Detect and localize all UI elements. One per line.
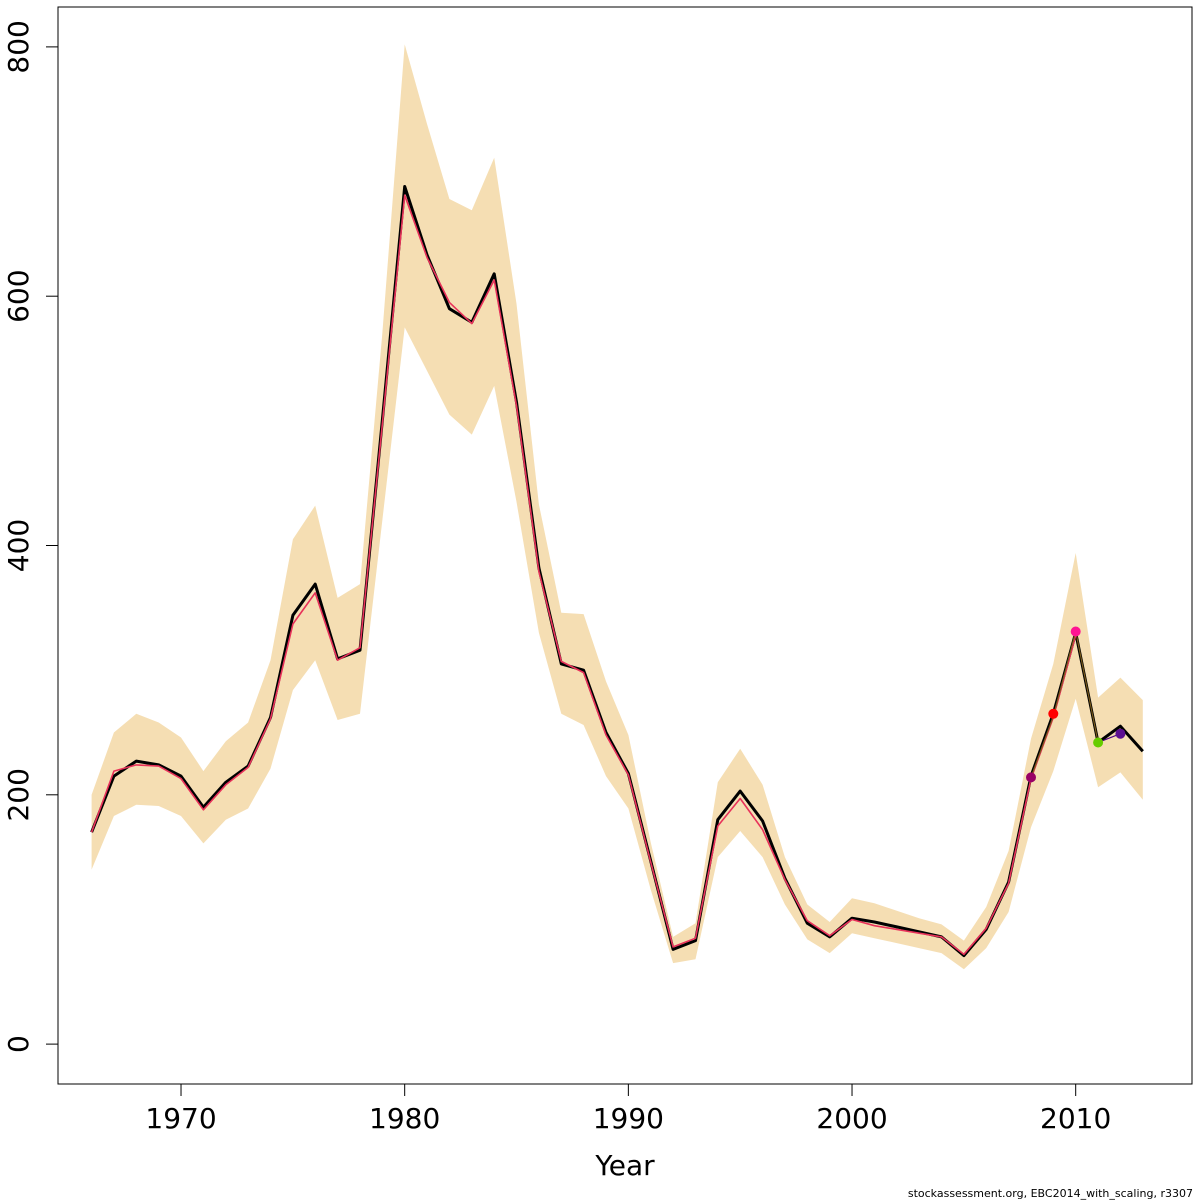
data-point-2011 xyxy=(1093,737,1104,748)
credit-text: stockassessment.org, EBC2014_with_scalin… xyxy=(908,1187,1193,1200)
points-layer xyxy=(1026,626,1126,783)
x-tick-label: 2010 xyxy=(1040,1102,1111,1135)
data-point-2010 xyxy=(1070,626,1081,637)
series-line-3 xyxy=(1030,630,1099,778)
confidence-band-layer xyxy=(91,44,1143,970)
y-tick-label: 600 xyxy=(2,269,35,322)
x-tick-label: 2000 xyxy=(816,1102,887,1135)
x-axis-title: Year xyxy=(594,1149,655,1182)
series-line-2 xyxy=(90,194,1077,956)
x-tick-label: 1990 xyxy=(593,1102,664,1135)
confidence-band xyxy=(91,44,1143,970)
x-tick-label: 1980 xyxy=(369,1102,440,1135)
y-tick-label: 0 xyxy=(2,1035,35,1053)
y-tick-label: 800 xyxy=(2,20,35,73)
data-point-2008 xyxy=(1026,772,1036,783)
x-tick-label: 1970 xyxy=(145,1102,216,1135)
y-tick-label: 400 xyxy=(2,519,35,572)
y-axis: 0 200 400 600 800 xyxy=(2,20,59,1053)
y-tick-label: 200 xyxy=(2,768,35,821)
data-point-2012 xyxy=(1115,728,1126,739)
x-axis: 1970 1980 1990 2000 2010 xyxy=(145,1083,1111,1135)
data-point-2009 xyxy=(1048,708,1059,719)
